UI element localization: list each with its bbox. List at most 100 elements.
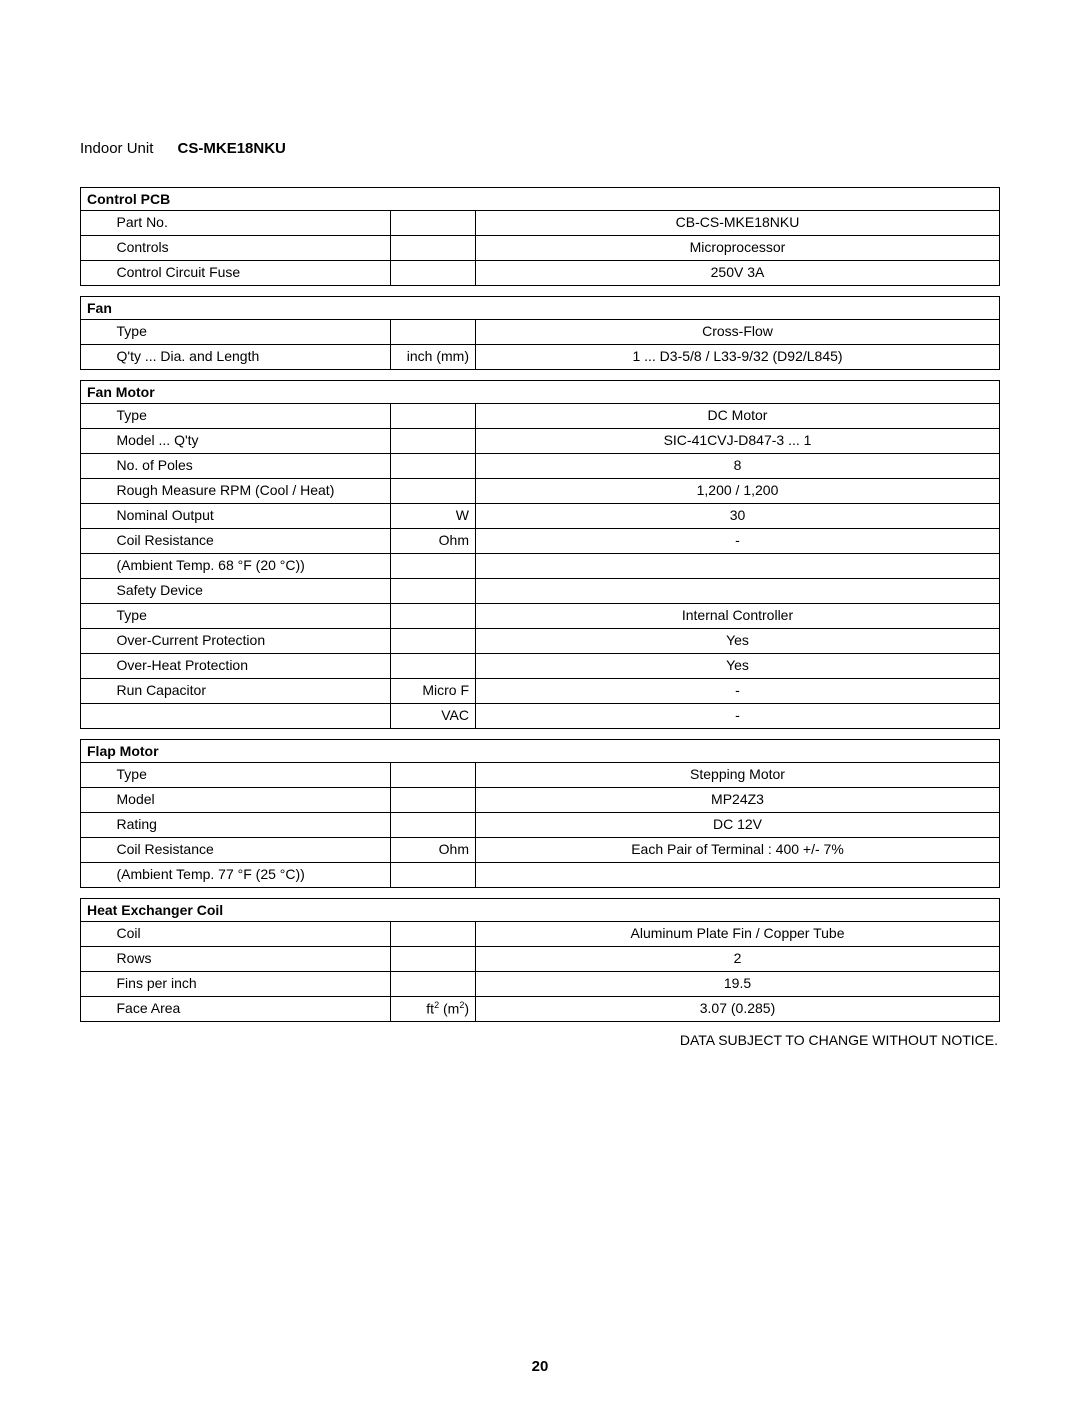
row-label: Type bbox=[111, 404, 391, 429]
row-gutter bbox=[81, 479, 111, 504]
footnote: DATA SUBJECT TO CHANGE WITHOUT NOTICE. bbox=[80, 1032, 1000, 1048]
row-unit bbox=[391, 604, 476, 629]
row-value: 2 bbox=[476, 947, 1000, 972]
row-value: 30 bbox=[476, 504, 1000, 529]
table-row: Nominal OutputW30 bbox=[81, 504, 1000, 529]
row-value: Cross-Flow bbox=[476, 320, 1000, 345]
row-label: Q'ty ... Dia. and Length bbox=[111, 345, 391, 370]
row-value bbox=[476, 554, 1000, 579]
row-label: Run Capacitor bbox=[111, 679, 391, 704]
row-value: 3.07 (0.285) bbox=[476, 997, 1000, 1022]
row-label-extra: (Ambient Temp. 77 °F (25 °C)) bbox=[111, 863, 391, 888]
row-gutter bbox=[81, 997, 111, 1022]
row-label: Controls bbox=[111, 236, 391, 261]
row-value: Yes bbox=[476, 654, 1000, 679]
row-unit bbox=[391, 320, 476, 345]
page-number: 20 bbox=[80, 1358, 1000, 1375]
row-gutter bbox=[81, 788, 111, 813]
row-gutter bbox=[81, 554, 111, 579]
row-label: Model bbox=[111, 788, 391, 813]
row-unit bbox=[391, 554, 476, 579]
table-row: TypeInternal Controller bbox=[81, 604, 1000, 629]
row-label: Rough Measure RPM (Cool / Heat) bbox=[111, 479, 391, 504]
table-row: Type Cross-Flow bbox=[81, 320, 1000, 345]
title-model: CS-MKE18NKU bbox=[178, 140, 286, 157]
row-value: Aluminum Plate Fin / Copper Tube bbox=[476, 922, 1000, 947]
row-gutter bbox=[81, 629, 111, 654]
row-gutter bbox=[81, 454, 111, 479]
row-unit: ft2 (m2) bbox=[391, 997, 476, 1022]
table-row: (Ambient Temp. 77 °F (25 °C)) bbox=[81, 863, 1000, 888]
row-gutter bbox=[81, 261, 111, 286]
table-row: Coil Aluminum Plate Fin / Copper Tube bbox=[81, 922, 1000, 947]
row-unit bbox=[391, 211, 476, 236]
row-label: Face Area bbox=[111, 997, 391, 1022]
row-unit bbox=[391, 922, 476, 947]
spec-table: TypeStepping MotorModelMP24Z3RatingDC 12… bbox=[80, 762, 1000, 888]
row-value bbox=[476, 863, 1000, 888]
row-value bbox=[476, 579, 1000, 604]
row-label: Rows bbox=[111, 947, 391, 972]
row-unit bbox=[391, 763, 476, 788]
row-gutter bbox=[81, 972, 111, 997]
row-unit bbox=[391, 479, 476, 504]
row-value: DC 12V bbox=[476, 813, 1000, 838]
row-label bbox=[111, 704, 391, 729]
row-unit bbox=[391, 629, 476, 654]
row-label: Coil Resistance bbox=[111, 529, 391, 554]
spec-table: CoilAluminum Plate Fin / Copper TubeRows… bbox=[80, 921, 1000, 1022]
row-unit bbox=[391, 236, 476, 261]
row-value: Microprocessor bbox=[476, 236, 1000, 261]
spec-table: Type Cross-Flow Q'ty ... Dia. and Lengthin… bbox=[80, 319, 1000, 370]
row-value: Stepping Motor bbox=[476, 763, 1000, 788]
row-gutter bbox=[81, 429, 111, 454]
table-row: Fins per inch19.5 bbox=[81, 972, 1000, 997]
spec-table: Part No.CB-CS-MKE18NKUControlsMicroproce… bbox=[80, 210, 1000, 286]
section-header: Flap Motor bbox=[80, 739, 1000, 762]
table-row: Coil ResistanceOhmEach Pair of Terminal … bbox=[81, 838, 1000, 863]
section-header: Heat Exchanger Coil bbox=[80, 898, 1000, 921]
row-label: Coil bbox=[111, 922, 391, 947]
row-label: Nominal Output bbox=[111, 504, 391, 529]
row-value: Yes bbox=[476, 629, 1000, 654]
table-row: VAC- bbox=[81, 704, 1000, 729]
table-row: Rough Measure RPM (Cool / Heat)1,200 / 1… bbox=[81, 479, 1000, 504]
row-unit: Ohm bbox=[391, 838, 476, 863]
row-gutter bbox=[81, 947, 111, 972]
row-label: Coil Resistance bbox=[111, 838, 391, 863]
table-row: Controls Microprocessor bbox=[81, 236, 1000, 261]
row-unit bbox=[391, 788, 476, 813]
row-value: SIC-41CVJ-D847-3 ... 1 bbox=[476, 429, 1000, 454]
table-row: (Ambient Temp. 68 °F (20 °C)) bbox=[81, 554, 1000, 579]
row-label: Over-Heat Protection bbox=[111, 654, 391, 679]
row-value: 8 bbox=[476, 454, 1000, 479]
table-row: TypeDC Motor bbox=[81, 404, 1000, 429]
row-label: Fins per inch bbox=[111, 972, 391, 997]
row-gutter bbox=[81, 604, 111, 629]
title-prefix: Indoor Unit bbox=[80, 140, 153, 157]
table-row: No. of Poles8 bbox=[81, 454, 1000, 479]
row-unit: Micro F bbox=[391, 679, 476, 704]
row-label: Type bbox=[111, 320, 391, 345]
spec-table: TypeDC MotorModel ... Q'ty SIC-41CVJ-D847… bbox=[80, 403, 1000, 729]
row-unit: Ohm bbox=[391, 529, 476, 554]
row-gutter bbox=[81, 922, 111, 947]
row-label: Type bbox=[111, 604, 391, 629]
row-gutter bbox=[81, 345, 111, 370]
row-label-extra: (Ambient Temp. 68 °F (20 °C)) bbox=[111, 554, 391, 579]
row-value: - bbox=[476, 704, 1000, 729]
section-header: Control PCB bbox=[80, 187, 1000, 210]
row-label: Model ... Q'ty bbox=[111, 429, 391, 454]
row-unit bbox=[391, 454, 476, 479]
row-unit bbox=[391, 654, 476, 679]
row-label: Over-Current Protection bbox=[111, 629, 391, 654]
table-row: Control Circuit Fuse250V 3A bbox=[81, 261, 1000, 286]
section-header: Fan bbox=[80, 296, 1000, 319]
row-unit: inch (mm) bbox=[391, 345, 476, 370]
table-row: Over-Heat Protection Yes bbox=[81, 654, 1000, 679]
table-row: Rows 2 bbox=[81, 947, 1000, 972]
section-header: Fan Motor bbox=[80, 380, 1000, 403]
table-row: RatingDC 12V bbox=[81, 813, 1000, 838]
row-unit bbox=[391, 972, 476, 997]
row-value: - bbox=[476, 679, 1000, 704]
